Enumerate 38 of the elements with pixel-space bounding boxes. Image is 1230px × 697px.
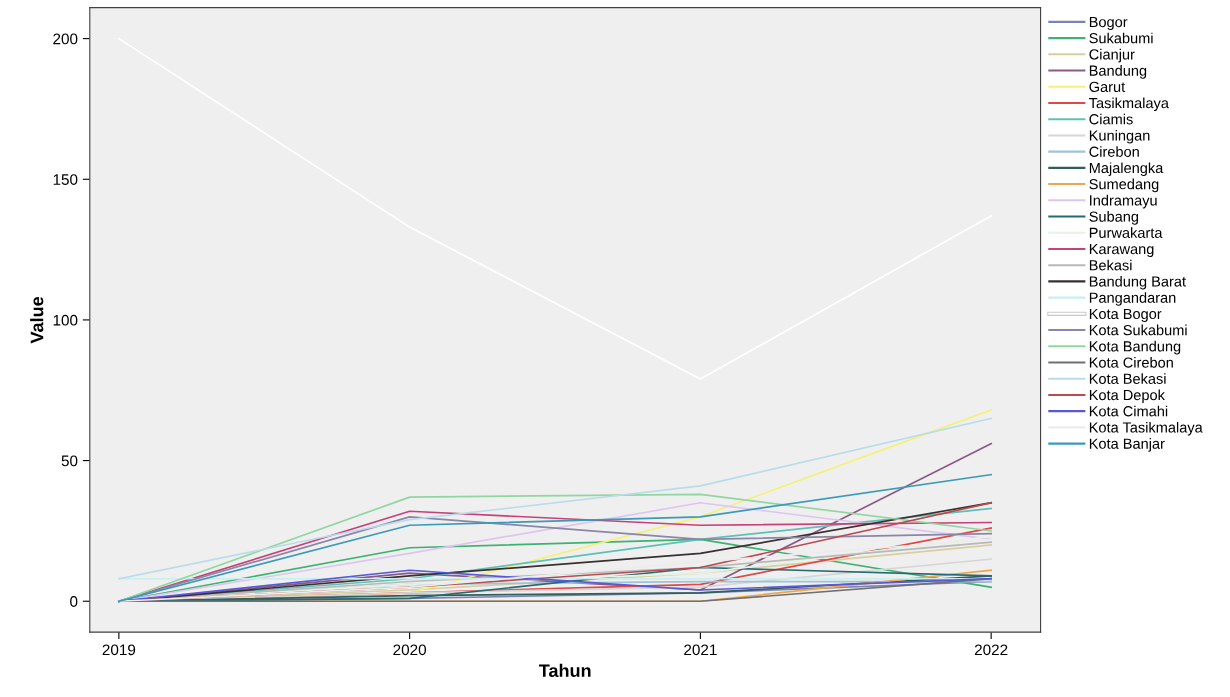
y-tick-label: 100 xyxy=(53,314,78,326)
legend-label: Bandung Barat xyxy=(1089,275,1186,290)
x-tick-label: 2020 xyxy=(393,644,427,656)
legend-label: Tasikmalaya xyxy=(1089,97,1169,112)
legend-label: Kota Cimahi xyxy=(1089,405,1168,417)
legend-label: Kuningan xyxy=(1089,129,1150,144)
legend-label: Karawang xyxy=(1089,244,1154,258)
legend-label: Kota Cirebon xyxy=(1089,357,1173,368)
x-tick-label: 2022 xyxy=(974,644,1008,656)
x-axis-title: Tahun xyxy=(538,663,591,678)
legend-label: Kota Sukabumi xyxy=(1089,324,1187,336)
legend-label: Kota Bogor xyxy=(1089,308,1162,322)
legend-label: Kota Depok xyxy=(1089,389,1165,404)
legend-label: Majalengka xyxy=(1089,162,1164,176)
legend-label: Cianjur xyxy=(1089,48,1135,63)
legend-label: Purwakarta xyxy=(1089,227,1163,238)
legend-label: Bogor xyxy=(1089,16,1128,31)
legend-label: Subang xyxy=(1089,211,1139,225)
x-tick-label: 2019 xyxy=(102,644,136,656)
legend-label: Sumedang xyxy=(1089,178,1159,193)
x-tick-label: 2021 xyxy=(684,644,717,656)
legend-label: Sukabumi xyxy=(1089,32,1153,44)
legend-label: Kota Bekasi xyxy=(1089,373,1166,384)
y-tick-label: 0 xyxy=(70,596,78,607)
legend-label: Kota Banjar xyxy=(1089,438,1165,452)
y-axis-title: Value xyxy=(30,296,44,344)
y-tick-label: 200 xyxy=(53,33,78,45)
legend-label: Bandung xyxy=(1089,65,1147,79)
legend-label: Ciamis xyxy=(1089,113,1133,125)
legend-label: Indramayu xyxy=(1090,194,1157,209)
y-tick-label: 150 xyxy=(53,174,78,185)
y-tick-label: 50 xyxy=(61,455,78,467)
legend-label: Kota Bandung xyxy=(1089,340,1181,355)
legend-label: Garut xyxy=(1089,81,1126,93)
legend-label: Cirebon xyxy=(1089,146,1139,157)
legend-label: Pangandaran xyxy=(1089,292,1176,306)
legend-label: Bekasi xyxy=(1089,259,1132,271)
legend-label: Kota Tasikmalaya xyxy=(1089,421,1203,436)
